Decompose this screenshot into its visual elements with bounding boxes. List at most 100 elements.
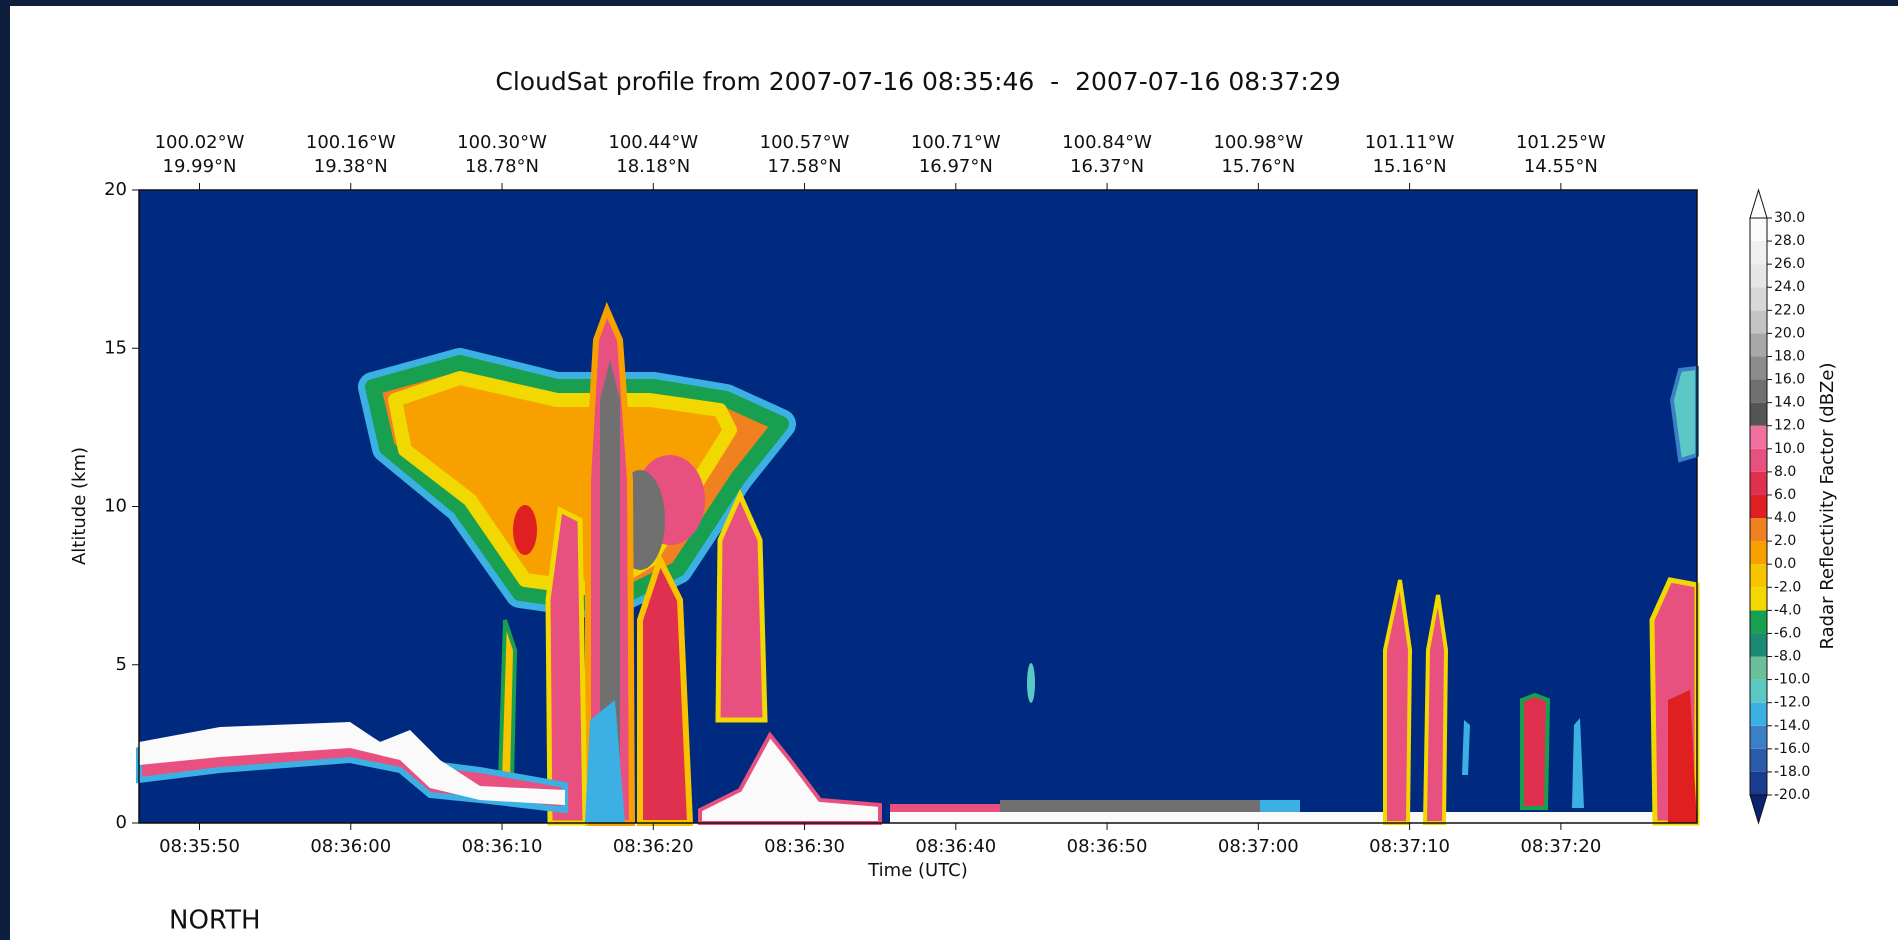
colorbar-cell bbox=[1750, 610, 1767, 633]
y-tick-label: 15 bbox=[104, 337, 127, 358]
screen: CloudSat profile from 2007-07-16 08:35:4… bbox=[0, 0, 1898, 940]
x-tick-label: 08:36:30 bbox=[764, 836, 845, 857]
colorbar-tick-label: 8.0 bbox=[1774, 464, 1796, 480]
x-tick-label: 08:36:50 bbox=[1067, 836, 1148, 857]
plot-background bbox=[139, 190, 1697, 823]
plot-area bbox=[139, 190, 1697, 823]
colorbar-cell bbox=[1750, 356, 1767, 379]
surface-echo bbox=[890, 812, 1697, 823]
lon-label: 100.98°W bbox=[1213, 132, 1303, 153]
lat-label: 19.38°N bbox=[314, 156, 388, 177]
colorbar-cell bbox=[1750, 472, 1767, 495]
colorbar-tick-label: -6.0 bbox=[1774, 625, 1801, 641]
lat-label: 18.78°N bbox=[465, 156, 539, 177]
cell bbox=[1522, 695, 1548, 808]
colorbar-tick-label: 16.0 bbox=[1774, 372, 1805, 388]
lat-label: 14.55°N bbox=[1524, 156, 1598, 177]
colorbar-cell bbox=[1750, 518, 1767, 541]
colorbar-cell bbox=[1750, 449, 1767, 472]
lat-label: 15.76°N bbox=[1221, 156, 1295, 177]
lon-label: 101.25°W bbox=[1516, 132, 1606, 153]
colorbar-cell bbox=[1750, 772, 1767, 795]
colorbar-cell bbox=[1750, 333, 1767, 356]
lon-label: 100.44°W bbox=[608, 132, 698, 153]
y-axis-label: Altitude (km) bbox=[69, 447, 90, 565]
tower bbox=[500, 620, 515, 780]
colorbar-tick-label: 26.0 bbox=[1774, 256, 1805, 272]
colorbar-label: Radar Reflectivity Factor (dBZe) bbox=[1817, 363, 1838, 650]
x-axis-label: Time (UTC) bbox=[867, 860, 968, 881]
cell bbox=[513, 505, 537, 555]
colorbar-tick-label: 20.0 bbox=[1774, 325, 1805, 341]
x-tick-label: 08:36:10 bbox=[462, 836, 543, 857]
colorbar-cell bbox=[1750, 495, 1767, 518]
colorbar-tick-label: 14.0 bbox=[1774, 395, 1805, 411]
lon-label: 100.02°W bbox=[155, 132, 245, 153]
tower bbox=[548, 510, 585, 823]
y-tick-label: 0 bbox=[116, 812, 127, 833]
surface-echo bbox=[1000, 800, 1300, 812]
x-tick-label: 08:36:00 bbox=[310, 836, 391, 857]
x-tick-label: 08:36:40 bbox=[915, 836, 996, 857]
colorbar-cell bbox=[1750, 703, 1767, 726]
colorbar-cell bbox=[1750, 633, 1767, 656]
colorbar-cell bbox=[1750, 310, 1767, 333]
colorbar-cell bbox=[1750, 726, 1767, 749]
colorbar-tick-label: -14.0 bbox=[1774, 718, 1810, 734]
colorbar-tick-label: 6.0 bbox=[1774, 487, 1796, 503]
colorbar-cell bbox=[1750, 218, 1767, 241]
colorbar-tick-label: 4.0 bbox=[1774, 510, 1796, 526]
colorbar-cell bbox=[1750, 403, 1767, 426]
footer-label: NORTH bbox=[169, 906, 261, 936]
colorbar-cell bbox=[1750, 287, 1767, 310]
x-tick-label: 08:37:20 bbox=[1520, 836, 1601, 857]
colorbar-tick-label: -18.0 bbox=[1774, 764, 1810, 780]
chart-title: CloudSat profile from 2007-07-16 08:35:4… bbox=[495, 67, 1340, 96]
colorbar-cell bbox=[1750, 587, 1767, 610]
lon-label: 100.57°W bbox=[760, 132, 850, 153]
lon-label: 100.16°W bbox=[306, 132, 396, 153]
colorbar-tick-label: 12.0 bbox=[1774, 418, 1805, 434]
lon-label: 100.71°W bbox=[911, 132, 1001, 153]
lon-label: 100.84°W bbox=[1062, 132, 1152, 153]
colorbar-cell bbox=[1750, 680, 1767, 703]
tower bbox=[640, 560, 690, 823]
y-tick-label: 10 bbox=[104, 496, 127, 517]
x-tick-label: 08:37:10 bbox=[1369, 836, 1450, 857]
colorbar-tick-label: 30.0 bbox=[1774, 210, 1805, 226]
cell bbox=[1027, 663, 1035, 703]
colorbar-cell bbox=[1750, 749, 1767, 772]
x-tick-label: 08:37:00 bbox=[1218, 836, 1299, 857]
lat-label: 16.37°N bbox=[1070, 156, 1144, 177]
x-tick-label: 08:36:20 bbox=[613, 836, 694, 857]
lat-label: 19.99°N bbox=[163, 156, 237, 177]
surface-echo bbox=[890, 804, 1000, 812]
colorbar-cell bbox=[1750, 380, 1767, 403]
lat-label: 16.97°N bbox=[919, 156, 993, 177]
colorbar-tick-label: -16.0 bbox=[1774, 741, 1810, 757]
colorbar-tick-label: 28.0 bbox=[1774, 233, 1805, 249]
x-tick-label: 08:35:50 bbox=[159, 836, 240, 857]
colorbar-tick-label: 10.0 bbox=[1774, 441, 1805, 457]
colorbar-tick-label: -20.0 bbox=[1774, 787, 1810, 803]
lon-label: 100.30°W bbox=[457, 132, 547, 153]
surface-echo bbox=[1260, 800, 1300, 812]
colorbar-cell bbox=[1750, 564, 1767, 587]
colorbar-tick-label: 0.0 bbox=[1774, 556, 1796, 572]
lat-label: 17.58°N bbox=[768, 156, 842, 177]
lon-label: 101.11°W bbox=[1365, 132, 1455, 153]
colorbar-tick-label: -4.0 bbox=[1774, 602, 1801, 618]
colorbar-tick-label: -8.0 bbox=[1774, 649, 1801, 665]
colorbar-tick-label: -10.0 bbox=[1774, 672, 1810, 688]
lat-label: 18.18°N bbox=[616, 156, 690, 177]
colorbar-tick-label: -12.0 bbox=[1774, 695, 1810, 711]
colorbar-tick-label: 24.0 bbox=[1774, 279, 1805, 295]
colorbar-tick-label: -2.0 bbox=[1774, 579, 1801, 595]
colorbar-cell bbox=[1750, 541, 1767, 564]
colorbar-tick-label: 18.0 bbox=[1774, 348, 1805, 364]
colorbar-tick-label: 2.0 bbox=[1774, 533, 1796, 549]
colorbar-cell bbox=[1750, 657, 1767, 680]
colorbar-tick-label: 22.0 bbox=[1774, 302, 1805, 318]
y-tick-label: 20 bbox=[104, 179, 127, 200]
colorbar-cell bbox=[1750, 264, 1767, 287]
